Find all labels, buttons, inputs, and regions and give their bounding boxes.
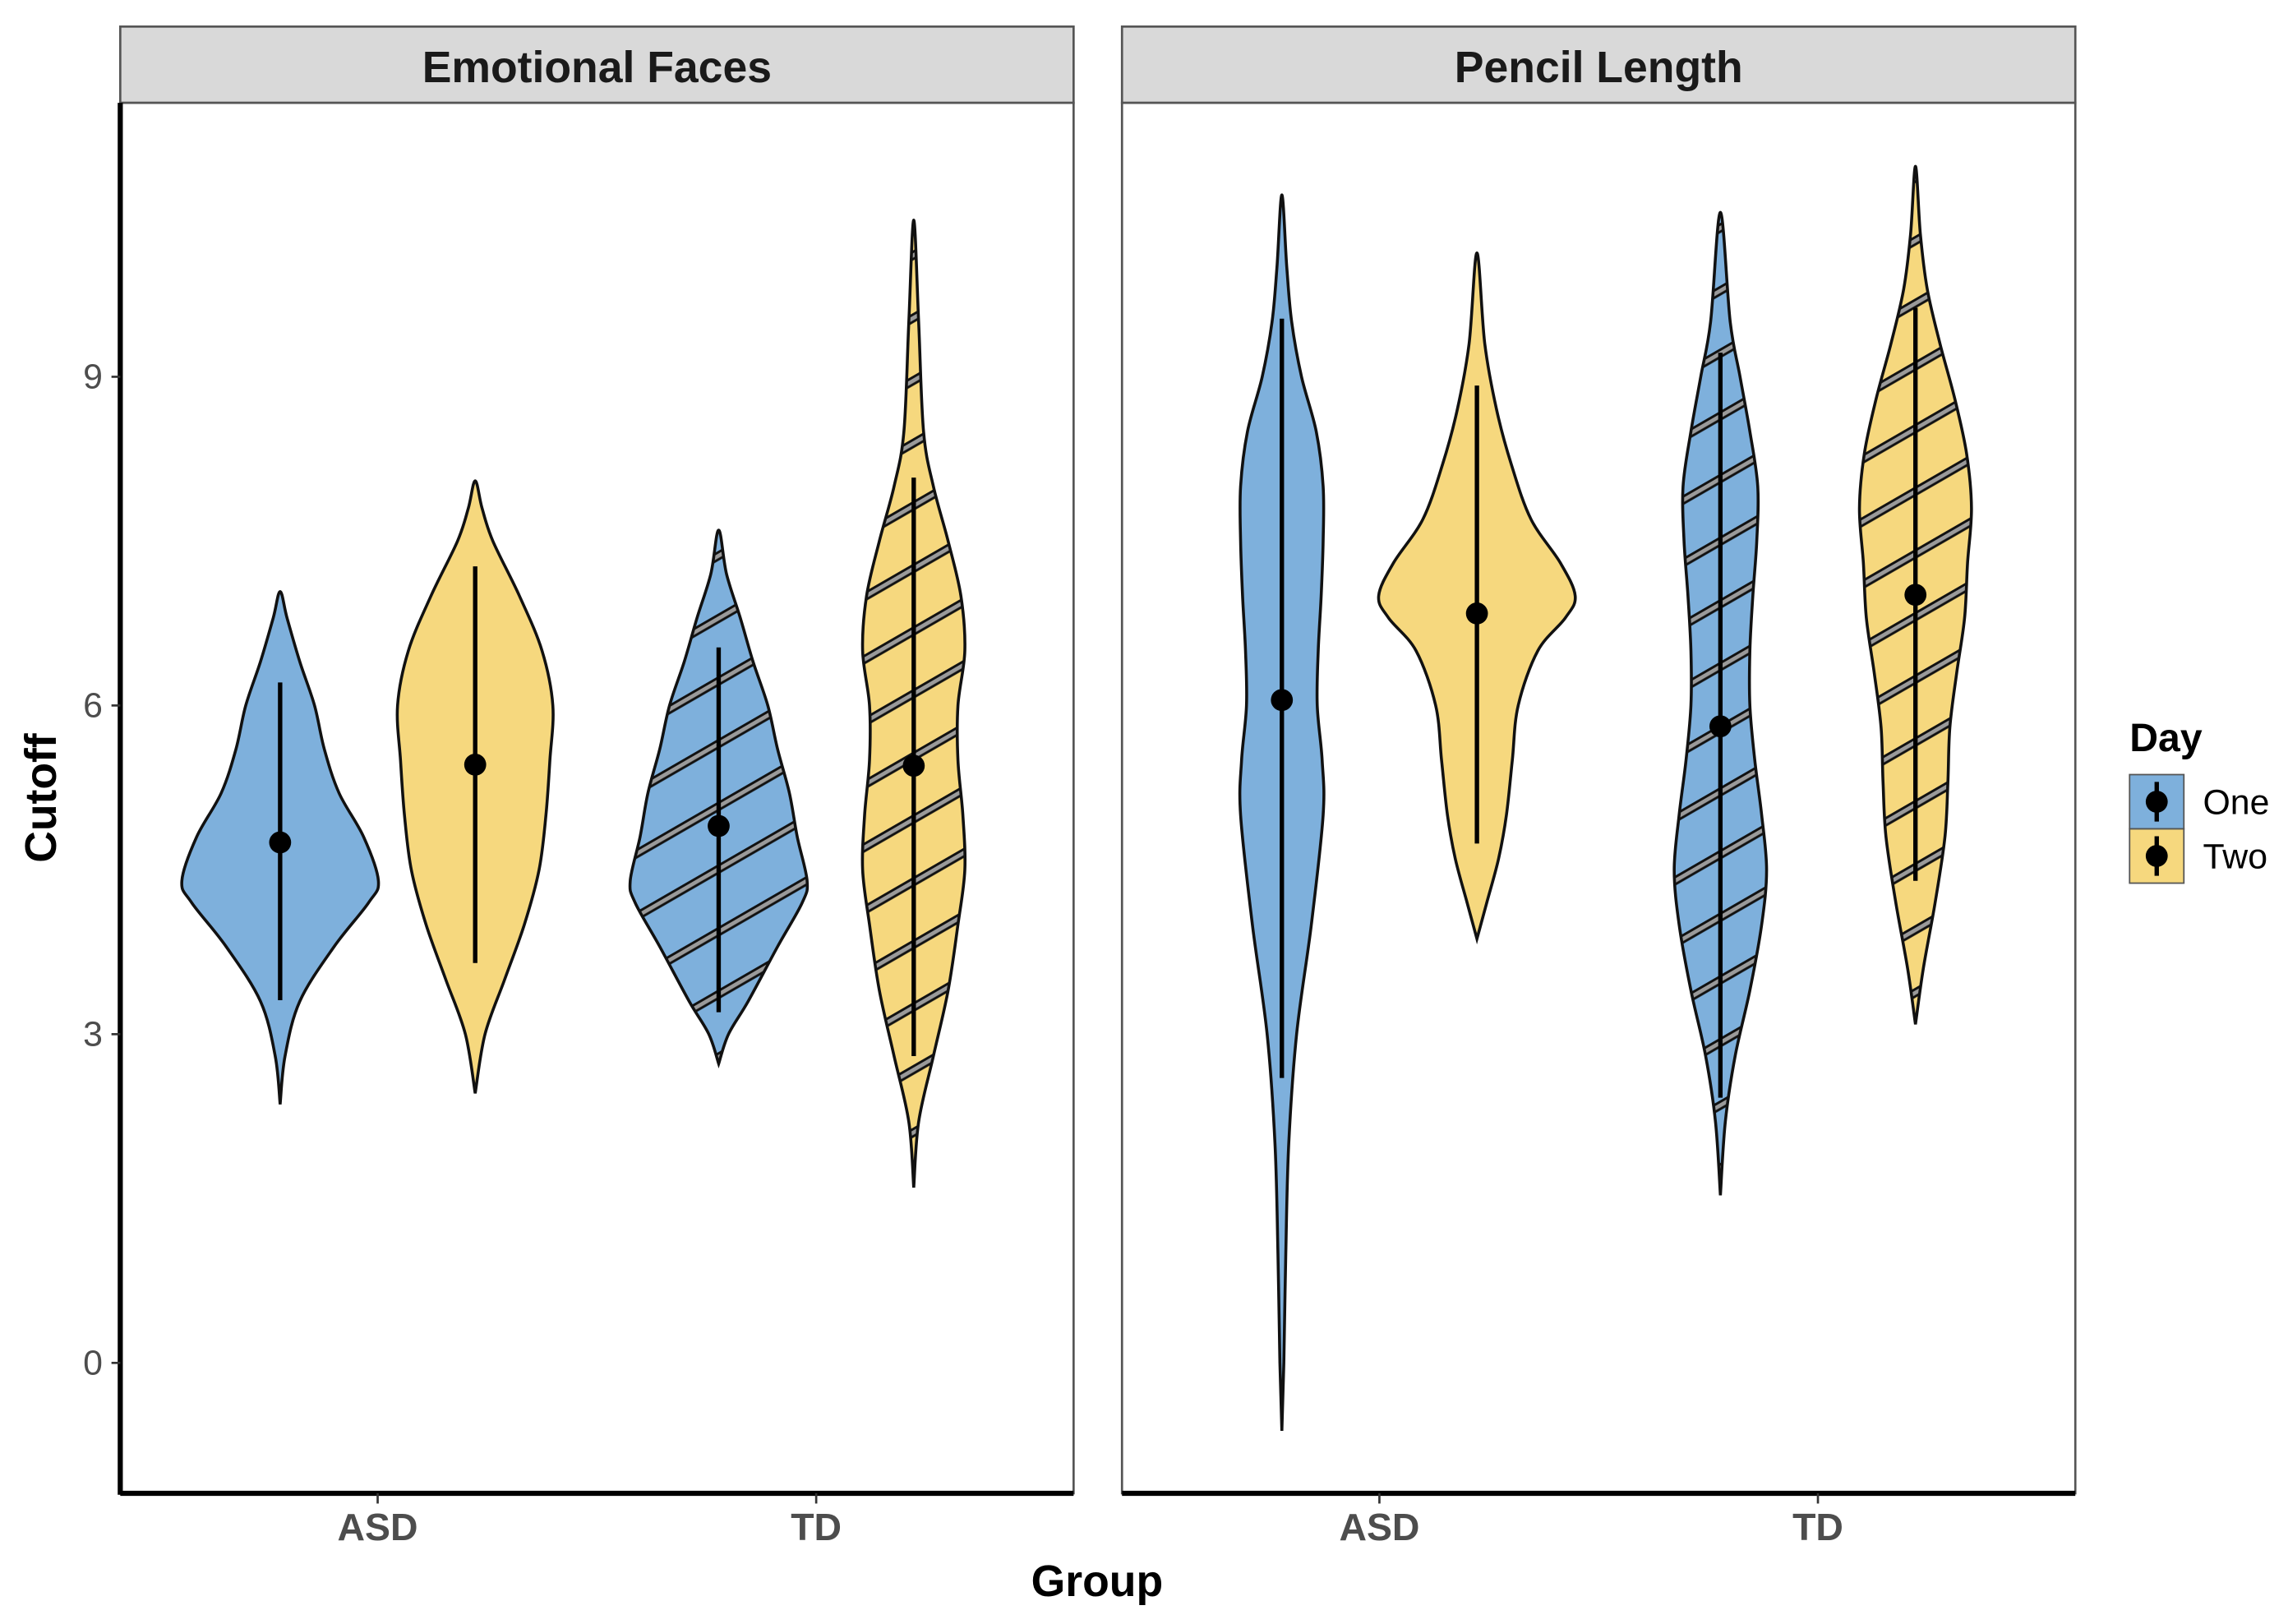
violin-outline <box>1238 193 1326 1432</box>
violin-asd-one <box>180 589 381 1105</box>
facet-title: Pencil Length <box>1455 44 1743 92</box>
x-tick-label: ASD <box>338 1506 418 1548</box>
panel-emotional-faces: Emotional Faces ASD TD <box>119 25 1075 1548</box>
violin-td-two <box>860 219 967 1188</box>
violin-td-two <box>1857 164 1973 1025</box>
violin-outline <box>1672 210 1769 1196</box>
legend-label-two: Two <box>2203 837 2267 877</box>
violin-td-one <box>628 528 810 1069</box>
legend-label-one: One <box>2203 783 2269 823</box>
mean-point <box>1465 602 1488 625</box>
violin-td-one <box>1672 210 1769 1196</box>
facet-strip <box>119 25 1075 104</box>
y-tick-label: 0 <box>83 1344 103 1383</box>
y-tick-label: 9 <box>83 358 103 397</box>
y-axis: 0 3 6 9 <box>83 103 123 1495</box>
violin-asd-one <box>1238 193 1326 1432</box>
violin-outline <box>1377 251 1577 945</box>
violin-outline <box>180 589 381 1105</box>
mean-point <box>1271 689 1294 712</box>
violin-outline <box>395 479 555 1094</box>
facet-title: Emotional Faces <box>422 44 772 92</box>
x-tick-label: ASD <box>1339 1506 1419 1548</box>
legend-point-icon <box>2145 791 2168 813</box>
violin-outline <box>860 219 967 1188</box>
x-tick-label: TD <box>1792 1506 1843 1548</box>
violin-outline <box>1857 164 1973 1025</box>
y-tick-label: 3 <box>83 1015 103 1054</box>
x-tick-label: TD <box>791 1506 842 1548</box>
mean-point <box>1904 584 1927 607</box>
y-axis-title: Cutoff <box>17 733 66 863</box>
legend-entry-two: Two <box>2129 828 2267 884</box>
legend-point-icon <box>2145 845 2168 867</box>
legend-title: Day <box>2129 716 2203 760</box>
y-tick-label: 6 <box>83 686 103 726</box>
panel-pencil-length: Pencil Length ASD TD <box>1120 25 2077 1548</box>
mean-point <box>902 754 925 777</box>
mean-point <box>708 814 730 837</box>
x-axis-title: Group <box>1031 1557 1164 1606</box>
mean-point <box>1709 715 1732 738</box>
legend-entry-one: One <box>2129 773 2269 830</box>
violin-asd-two <box>395 479 555 1094</box>
legend: Day One Two <box>2129 716 2269 884</box>
mean-point <box>464 753 487 776</box>
violin-outline <box>628 528 810 1069</box>
violin-asd-two <box>1377 251 1577 945</box>
mean-point <box>269 831 292 854</box>
